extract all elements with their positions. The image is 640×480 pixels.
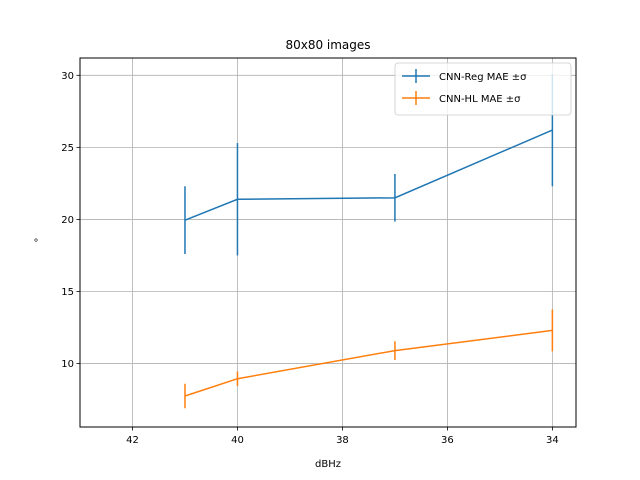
plot-frame xyxy=(79,57,577,428)
x-tick-label: 40 xyxy=(231,435,244,446)
y-tick-label: 20 xyxy=(61,215,74,226)
axis-ticks: 42 40 38 36 34 10 15 20 25 30 xyxy=(61,71,558,446)
y-tick-label: 30 xyxy=(61,71,74,82)
legend-label: CNN-Reg MAE ±σ xyxy=(439,72,527,83)
x-tick-label: 38 xyxy=(336,435,349,446)
series-line xyxy=(184,129,553,221)
x-axis-title: dBHz xyxy=(315,459,341,470)
legend-item-1: CNN-HL MAE ±σ xyxy=(402,91,521,105)
legend-label: CNN-HL MAE ±σ xyxy=(439,94,521,105)
x-tick-label: 34 xyxy=(546,435,559,446)
legend: CNN-Reg MAE ±σ CNN-HL MAE ±σ xyxy=(394,62,572,116)
y-tick-label: 15 xyxy=(61,287,74,298)
x-tick-label: 36 xyxy=(441,435,454,446)
legend-item-0: CNN-Reg MAE ±σ xyxy=(402,69,527,83)
x-tick-label: 42 xyxy=(126,435,139,446)
series-line xyxy=(184,329,553,397)
legend-box xyxy=(394,62,572,116)
y-axis-title: ° xyxy=(34,238,39,249)
y-tick-label: 10 xyxy=(61,359,74,370)
y-tick-label: 25 xyxy=(61,143,74,154)
chart-title: 80x80 images xyxy=(285,38,370,52)
series-1 xyxy=(184,309,554,409)
